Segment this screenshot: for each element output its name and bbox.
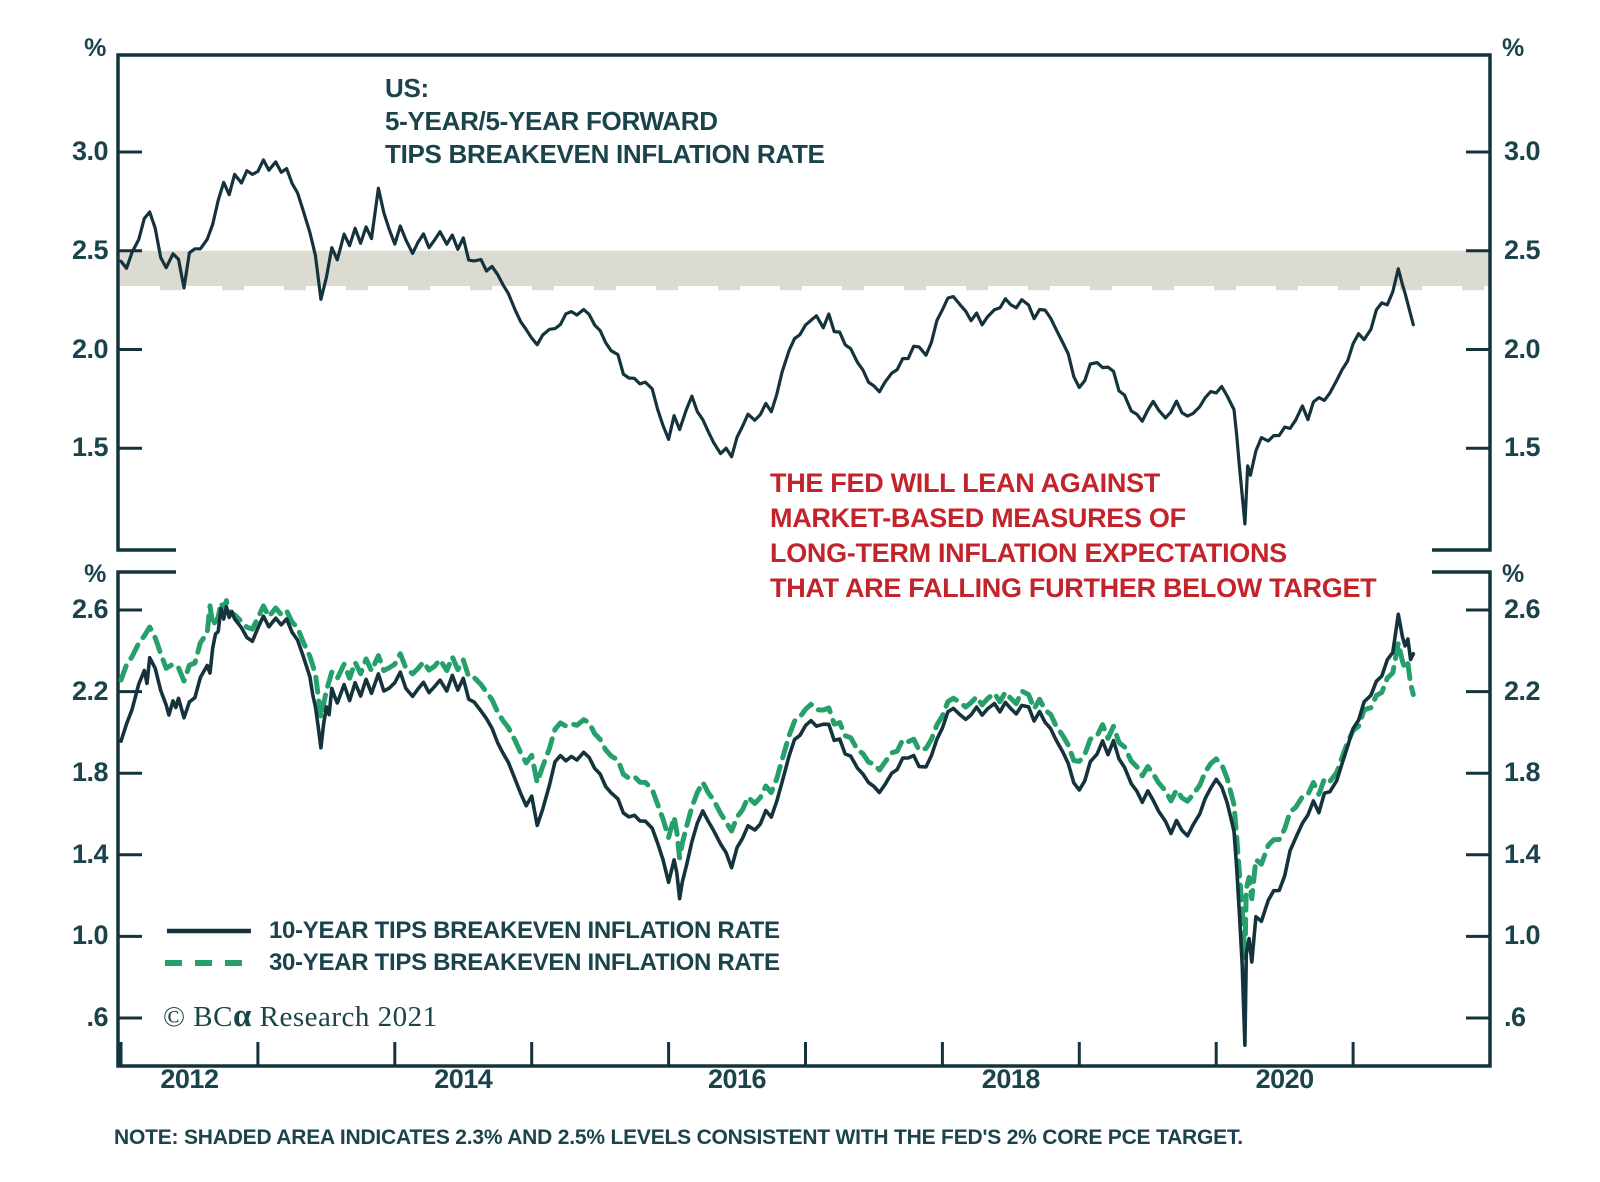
x-tick-label: 2014 <box>434 1064 493 1094</box>
legend-dashed-line-swatch <box>165 960 253 966</box>
y-tick-label-left: 2.0 <box>71 333 109 364</box>
y-tick-label-left: 1.4 <box>71 838 109 869</box>
x-tick-label: 2018 <box>981 1064 1041 1094</box>
legend-solid-line-swatch <box>167 928 251 934</box>
y-tick-label-right: 3.0 <box>1504 136 1541 166</box>
fed-annotation-line-3: LONG-TERM INFLATION EXPECTATIONS <box>770 538 1287 568</box>
y-tick-label-right: 1.0 <box>1504 920 1541 951</box>
series-30-year-tips-breakeven-line <box>118 598 1416 960</box>
top-right-percent-label: % <box>1502 34 1524 62</box>
legend: 10-YEAR TIPS BREAKEVEN INFLATION RATE 30… <box>163 915 780 979</box>
copyright-year: 2021 <box>377 1001 438 1033</box>
copyright: © BCα Research 2021 <box>163 998 438 1035</box>
y-tick-label-left: 2.6 <box>71 594 109 624</box>
legend-item-10-year: 10-YEAR TIPS BREAKEVEN INFLATION RATE <box>163 915 780 947</box>
x-tick-label: 2020 <box>1255 1064 1315 1094</box>
x-tick-label: 2012 <box>160 1064 219 1094</box>
y-tick-label-left: 1.5 <box>71 432 109 463</box>
y-tick-label-right: 2.6 <box>1504 594 1541 624</box>
fed-annotation-line-1: THE FED WILL LEAN AGAINST <box>770 468 1160 498</box>
y-tick-label-right: 1.5 <box>1504 432 1541 463</box>
legend-item-30-year: 30-YEAR TIPS BREAKEVEN INFLATION RATE <box>163 947 780 979</box>
fed-annotation-line-2: MARKET-BASED MEASURES OF <box>770 503 1186 533</box>
x-tick-label: 2016 <box>708 1064 767 1094</box>
y-tick-label-left: .6 <box>86 1002 108 1032</box>
bottom-left-percent-label: % <box>84 560 106 588</box>
y-tick-label-left: 1.8 <box>71 757 109 788</box>
legend-label-10-year: 10-YEAR TIPS BREAKEVEN INFLATION RATE <box>269 917 780 944</box>
y-tick-label-right: .6 <box>1504 1002 1526 1032</box>
copyright-prefix: © BC <box>163 1001 233 1033</box>
y-tick-label-left: 2.2 <box>71 675 109 706</box>
series-5y5y-forward-breakeven-line <box>119 158 1415 526</box>
y-tick-label-left: 2.5 <box>71 234 109 265</box>
copyright-alpha: α <box>232 998 252 1034</box>
y-tick-label-right: 2.0 <box>1504 333 1541 364</box>
top-panel-frame <box>116 53 1492 552</box>
legend-label-30-year: 30-YEAR TIPS BREAKEVEN INFLATION RATE <box>269 949 780 976</box>
chart-title-line-2: 5-YEAR/5-YEAR FORWARD <box>385 106 718 136</box>
bottom-panel-frame <box>116 570 1492 1068</box>
y-tick-label-right: 1.8 <box>1504 757 1541 788</box>
chart-title: US: 5-YEAR/5-YEAR FORWARD TIPS BREAKEVEN… <box>385 72 825 171</box>
fed-target-band <box>120 250 1489 291</box>
top-left-percent-label: % <box>84 34 106 62</box>
fed-annotation-line-4: THAT ARE FALLING FURTHER BELOW TARGET <box>770 573 1377 603</box>
fed-annotation: THE FED WILL LEAN AGAINST MARKET-BASED M… <box>770 466 1377 606</box>
footnote: NOTE: SHADED AREA INDICATES 2.3% AND 2.5… <box>114 1126 1243 1149</box>
y-tick-label-left: 1.0 <box>71 920 109 951</box>
bottom-right-percent-label: % <box>1502 560 1524 588</box>
y-tick-label-left: 3.0 <box>71 136 109 166</box>
chart-title-line-1: US: <box>385 73 429 103</box>
y-tick-label-right: 1.4 <box>1504 838 1541 869</box>
chart-title-line-3: TIPS BREAKEVEN INFLATION RATE <box>385 139 825 169</box>
copyright-rest: Research <box>251 1001 378 1033</box>
y-tick-label-right: 2.2 <box>1504 675 1541 706</box>
y-tick-label-right: 2.5 <box>1504 234 1541 265</box>
series-10-year-tips-breakeven-line <box>119 604 1416 1047</box>
